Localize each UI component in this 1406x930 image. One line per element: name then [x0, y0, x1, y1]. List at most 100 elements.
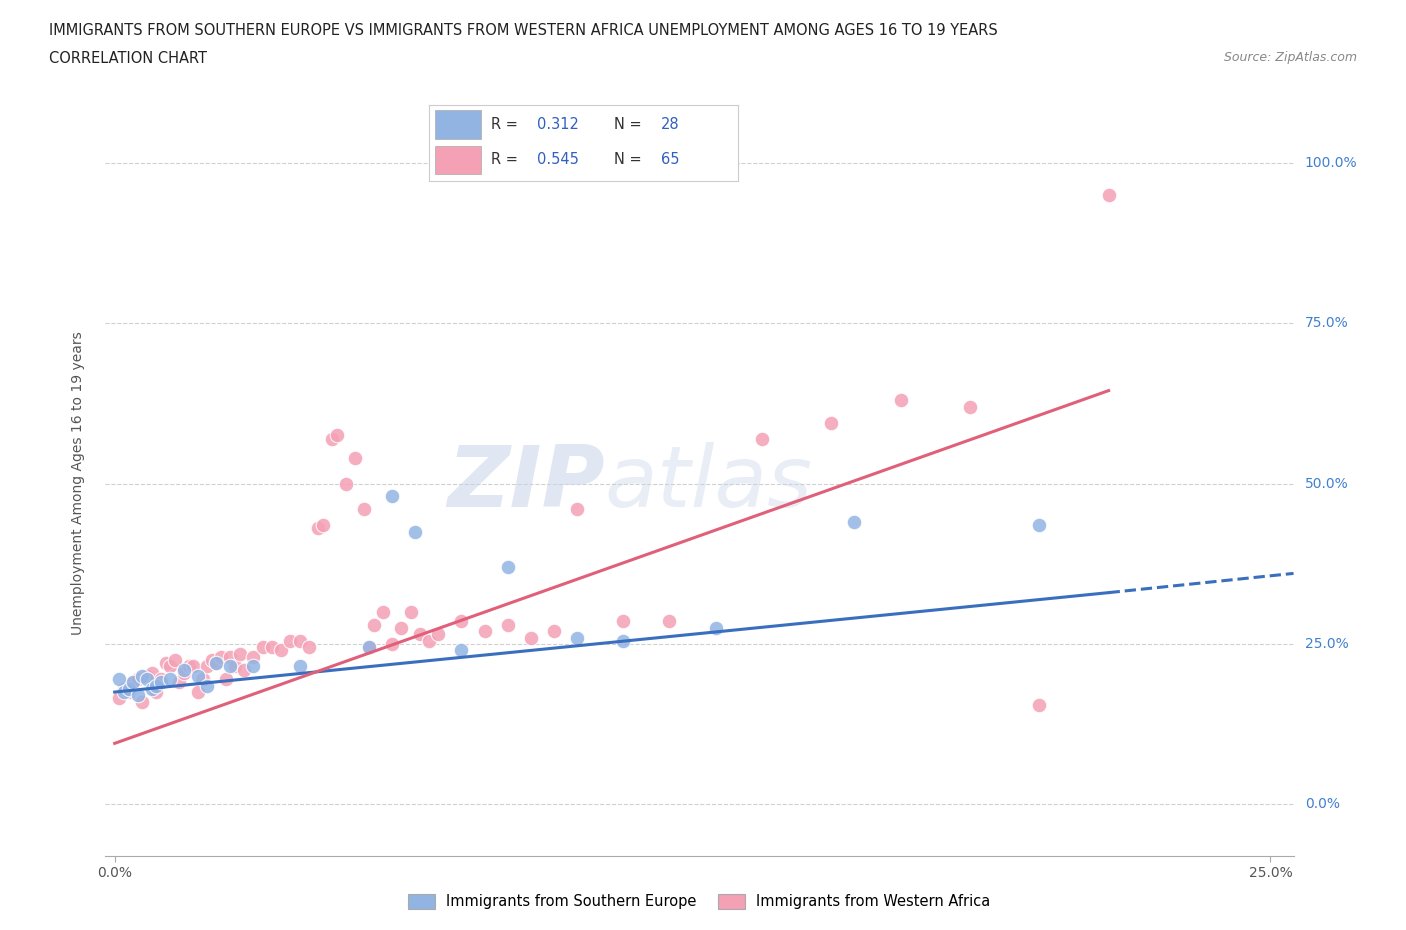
- Point: [612, 614, 634, 629]
- Point: [242, 649, 264, 664]
- Point: [307, 521, 329, 536]
- Point: [159, 671, 181, 686]
- Point: [224, 659, 246, 674]
- Point: [381, 489, 404, 504]
- Point: [155, 656, 177, 671]
- Point: [117, 682, 139, 697]
- Point: [270, 643, 292, 658]
- Point: [496, 560, 519, 575]
- Point: [335, 476, 357, 491]
- Point: [344, 450, 367, 465]
- Point: [173, 665, 195, 680]
- Point: [112, 684, 135, 699]
- Point: [177, 659, 200, 674]
- Point: [519, 631, 541, 645]
- Point: [363, 618, 385, 632]
- Point: [252, 640, 274, 655]
- Point: [389, 620, 412, 635]
- Point: [1097, 188, 1119, 203]
- Point: [131, 669, 153, 684]
- Point: [149, 675, 172, 690]
- Point: [565, 631, 588, 645]
- Point: [704, 620, 727, 635]
- FancyBboxPatch shape: [434, 111, 481, 140]
- Point: [141, 665, 163, 680]
- Point: [820, 415, 842, 430]
- Point: [127, 688, 149, 703]
- Point: [399, 604, 422, 619]
- Point: [214, 671, 236, 686]
- Point: [381, 636, 404, 651]
- Point: [890, 392, 912, 407]
- Point: [122, 675, 145, 690]
- Point: [187, 684, 209, 699]
- Point: [427, 627, 450, 642]
- Point: [260, 640, 283, 655]
- Text: R =: R =: [491, 117, 522, 132]
- Point: [418, 633, 440, 648]
- Text: R =: R =: [491, 153, 522, 167]
- Point: [404, 525, 426, 539]
- Point: [136, 669, 159, 684]
- Text: 25.0%: 25.0%: [1305, 637, 1348, 651]
- Point: [209, 649, 232, 664]
- Point: [959, 399, 981, 414]
- Point: [474, 624, 496, 639]
- Point: [181, 659, 204, 674]
- Point: [195, 659, 218, 674]
- Text: IMMIGRANTS FROM SOUTHERN EUROPE VS IMMIGRANTS FROM WESTERN AFRICA UNEMPLOYMENT A: IMMIGRANTS FROM SOUTHERN EUROPE VS IMMIG…: [49, 23, 998, 38]
- Text: 65: 65: [661, 153, 679, 167]
- Point: [173, 662, 195, 677]
- Point: [228, 646, 250, 661]
- Point: [205, 656, 228, 671]
- Text: ZIP: ZIP: [447, 442, 605, 525]
- Point: [357, 640, 380, 655]
- Point: [357, 640, 380, 655]
- Point: [201, 653, 224, 668]
- Text: CORRELATION CHART: CORRELATION CHART: [49, 51, 207, 66]
- Point: [409, 627, 432, 642]
- Point: [371, 604, 394, 619]
- Point: [108, 671, 131, 686]
- Point: [163, 653, 186, 668]
- Point: [191, 671, 214, 686]
- FancyBboxPatch shape: [434, 145, 481, 175]
- Point: [288, 659, 311, 674]
- Point: [288, 633, 311, 648]
- Point: [145, 678, 167, 693]
- Point: [219, 649, 242, 664]
- Point: [195, 678, 218, 693]
- Text: 28: 28: [661, 117, 679, 132]
- Legend: Immigrants from Southern Europe, Immigrants from Western Africa: Immigrants from Southern Europe, Immigra…: [402, 888, 997, 915]
- Text: 0.545: 0.545: [537, 153, 579, 167]
- Point: [187, 669, 209, 684]
- Text: atlas: atlas: [605, 442, 813, 525]
- Point: [149, 671, 172, 686]
- Point: [612, 633, 634, 648]
- Point: [108, 691, 131, 706]
- Point: [565, 502, 588, 517]
- Point: [1028, 698, 1050, 712]
- Point: [112, 682, 135, 697]
- Text: 75.0%: 75.0%: [1305, 316, 1348, 330]
- Point: [298, 640, 321, 655]
- Text: N =: N =: [614, 117, 647, 132]
- Point: [205, 656, 228, 671]
- Point: [543, 624, 565, 639]
- Point: [117, 684, 139, 699]
- Point: [450, 614, 472, 629]
- Point: [233, 662, 256, 677]
- Point: [127, 671, 149, 686]
- Point: [1028, 518, 1050, 533]
- Text: Source: ZipAtlas.com: Source: ZipAtlas.com: [1223, 51, 1357, 64]
- Text: 100.0%: 100.0%: [1305, 156, 1357, 170]
- Point: [658, 614, 681, 629]
- Point: [219, 659, 242, 674]
- Point: [325, 428, 347, 443]
- Point: [122, 675, 145, 690]
- Point: [280, 633, 302, 648]
- Point: [169, 675, 191, 690]
- Text: 0.312: 0.312: [537, 117, 579, 132]
- Text: N =: N =: [614, 153, 647, 167]
- Point: [496, 618, 519, 632]
